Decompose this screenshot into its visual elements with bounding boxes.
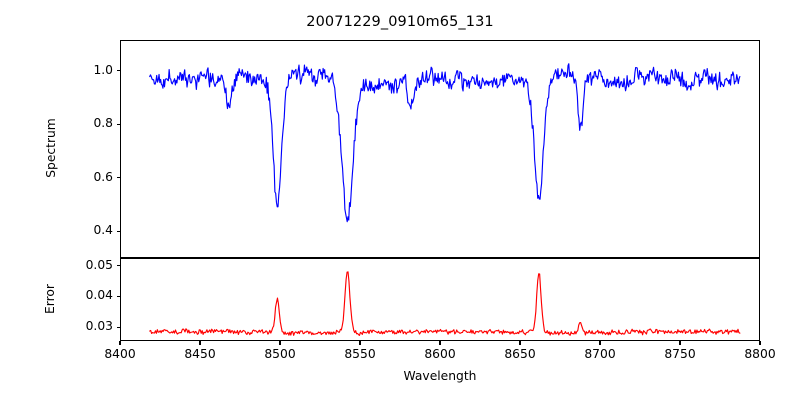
- wavelength-tick-mark: [599, 341, 601, 345]
- spectrum-ytick-label: 0.6: [93, 169, 113, 184]
- wavelength-tick-label: 8700: [584, 347, 616, 361]
- spectrum-ytick-label: 0.4: [93, 223, 113, 238]
- spectrum-axis-label: Spectrum: [44, 118, 58, 178]
- error-series: [149, 271, 741, 336]
- wavelength-tick-mark: [279, 341, 281, 345]
- error-ytick-label: 0.04: [85, 288, 113, 303]
- wavelength-tick-mark: [759, 341, 761, 345]
- wavelength-tick-label: 8600: [424, 347, 456, 361]
- spectrum-ytick-mark: [116, 230, 120, 232]
- wavelength-tick-label: 8750: [664, 347, 696, 361]
- spectrum-plot-area: [120, 40, 760, 258]
- error-series-clip: [121, 259, 759, 340]
- spectrum-series: [149, 63, 741, 223]
- page-title: 20071229_0910m65_131: [306, 14, 494, 30]
- wavelength-tick-mark: [359, 341, 361, 345]
- spectrum-ytick-mark: [116, 70, 120, 72]
- error-axis-label: Error: [43, 283, 57, 314]
- spectrum-ytick-label: 1.0: [93, 62, 113, 77]
- wavelength-tick-mark: [439, 341, 441, 345]
- wavelength-tick-mark: [519, 341, 521, 345]
- wavelength-tick-label: 8650: [504, 347, 536, 361]
- wavelength-tick-mark: [679, 341, 681, 345]
- wavelength-tick-label: 8550: [344, 347, 376, 361]
- wavelength-tick-label: 8500: [264, 347, 296, 361]
- error-ytick-mark: [116, 265, 120, 267]
- error-ytick-mark: [116, 295, 120, 297]
- wavelength-tick-label: 8800: [744, 347, 776, 361]
- wavelength-tick-mark: [199, 341, 201, 345]
- error-ytick-label: 0.03: [85, 319, 113, 334]
- error-ytick-label: 0.05: [85, 257, 113, 272]
- spectrum-ytick-mark: [116, 177, 120, 179]
- spectrum-series-clip: [121, 41, 759, 257]
- wavelength-tick-label: 8400: [104, 347, 136, 361]
- error-ytick-mark: [116, 326, 120, 328]
- wavelength-tick-mark: [119, 341, 121, 345]
- error-plot-area: [120, 258, 760, 341]
- wavelength-tick-label: 8450: [184, 347, 216, 361]
- wavelength-axis-label: Wavelength: [403, 369, 477, 383]
- spectrum-ytick-label: 0.8: [93, 116, 113, 131]
- spectrum-ytick-mark: [116, 123, 120, 125]
